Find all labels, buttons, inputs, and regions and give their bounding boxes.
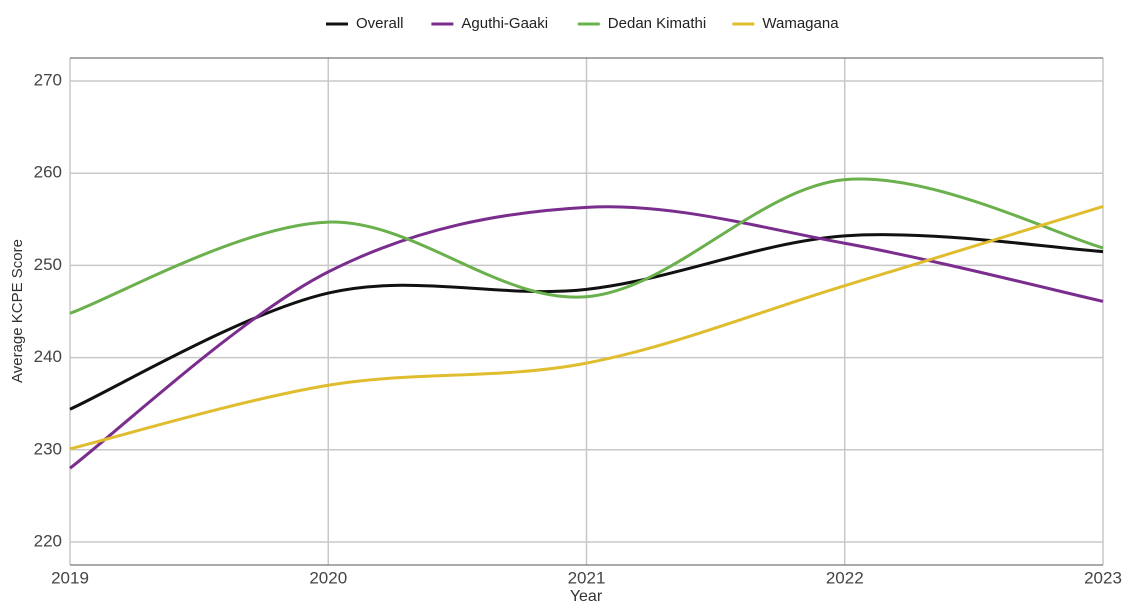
legend-label: Dedan Kimathi [608, 15, 706, 32]
legend-label: Aguthi-Gaaki [461, 15, 548, 32]
y-tick-label: 260 [34, 163, 62, 182]
legend-label: Overall [356, 15, 404, 32]
series-line [69, 177, 1104, 315]
y-tick-label: 270 [34, 71, 62, 90]
series-line [69, 233, 1104, 411]
x-tick-label: 2021 [568, 568, 606, 587]
x-tick-label: 2019 [51, 568, 89, 587]
y-tick-label: 240 [34, 347, 62, 366]
y-tick-label: 230 [34, 439, 62, 458]
series-line [69, 204, 1104, 451]
x-tick-label: 2020 [309, 568, 347, 587]
y-axis-label: Average KCPE Score [9, 239, 26, 383]
x-tick-label: 2023 [1084, 568, 1122, 587]
y-tick-label: 250 [34, 255, 62, 274]
x-axis-label: Year [570, 588, 603, 604]
legend-label: Wamagana [762, 15, 839, 32]
y-tick-label: 220 [34, 531, 62, 550]
x-tick-label: 2022 [826, 568, 864, 587]
